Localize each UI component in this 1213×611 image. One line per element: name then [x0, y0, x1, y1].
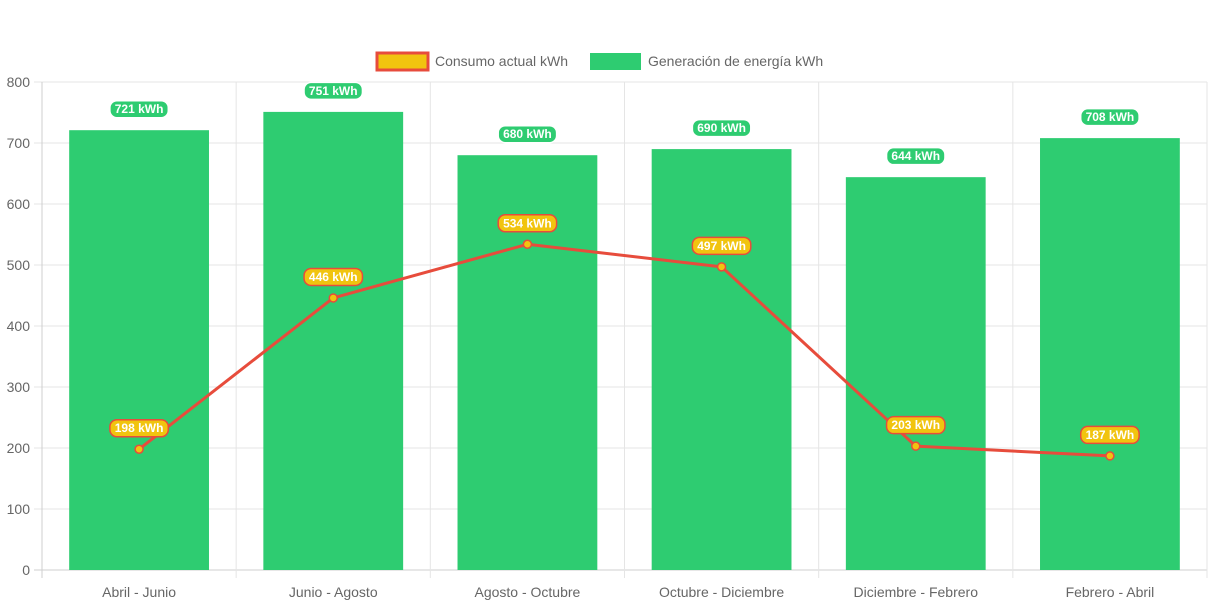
line-data-label: 497 kWh	[691, 236, 752, 256]
x-tick-label: Febrero - Abril	[1066, 584, 1155, 600]
x-tick-label: Octubre - Diciembre	[659, 584, 784, 600]
line-data-label-box	[885, 415, 946, 435]
consumo-point	[911, 441, 921, 451]
bar-data-label: 644 kWh	[885, 146, 946, 166]
consumo-point	[328, 293, 338, 303]
x-axis: Abril - Junio Junio - Agosto Agosto - Octu…	[102, 584, 1154, 600]
bar-data-label-box	[691, 118, 752, 138]
line-data-label-text: 203 kWh	[891, 418, 940, 432]
bar-data-label: 751 kWh	[303, 81, 364, 101]
bar-data-label: 680 kWh	[497, 124, 558, 144]
bar-data-label-text: 708 kWh	[1086, 110, 1135, 124]
bar-data-label-box	[497, 124, 558, 144]
line-data-label-text: 198 kWh	[115, 421, 164, 435]
y-axis: 0 100 200 300 400 500 600 700 800	[7, 74, 31, 578]
consumo-point	[134, 444, 144, 454]
bar	[1040, 138, 1180, 570]
bar	[845, 177, 986, 570]
y-tick-label: 400	[7, 318, 31, 334]
bar-data-label-text: 721 kWh	[115, 102, 164, 116]
bar	[651, 149, 792, 570]
legend: Consumo actual kWh Generación de energía…	[375, 51, 823, 72]
y-tick-label: 500	[7, 257, 31, 273]
bar-data-label-text: 644 kWh	[891, 149, 940, 163]
consumo-point	[716, 262, 727, 272]
line-data-label: 187 kWh	[1079, 425, 1140, 445]
data-labels: 721 kWh 751 kWh 680 kWh 690 kWh 644 kWh 708 k…	[109, 81, 1140, 445]
y-tick-label: 700	[7, 135, 31, 151]
bar	[263, 111, 404, 570]
line-data-label-text: 187 kWh	[1086, 428, 1135, 442]
line-data-label-box	[497, 214, 558, 233]
line-data-label-box	[1079, 425, 1140, 445]
consumo-point	[522, 239, 533, 250]
legend-item-generacion[interactable]: Generación de energía kWh	[590, 53, 823, 70]
bar-data-label-text: 751 kWh	[309, 84, 358, 98]
y-tick-label: 300	[7, 379, 31, 395]
consumo-point	[1105, 451, 1115, 461]
line-data-label: 198 kWh	[109, 418, 170, 438]
bar-series	[69, 111, 1180, 570]
grid	[34, 81, 1208, 578]
x-tick-label: Junio - Agosto	[289, 584, 378, 600]
bar-data-label-box	[885, 146, 946, 166]
legend-swatch-generacion	[590, 53, 641, 70]
x-tick-label: Agosto - Octubre	[475, 584, 581, 600]
line-data-label-text: 446 kWh	[309, 270, 358, 284]
bar-data-label: 721 kWh	[109, 99, 170, 119]
y-tick-label: 800	[7, 74, 31, 90]
line-data-label-box	[691, 236, 752, 256]
bar-data-label-text: 680 kWh	[503, 127, 552, 141]
consumo-line	[138, 242, 1110, 458]
bar	[69, 130, 209, 570]
line-series	[134, 239, 1115, 461]
y-tick-label: 200	[7, 440, 31, 456]
y-tick-label: 600	[7, 196, 31, 212]
x-tick-label: Diciembre - Febrero	[854, 584, 979, 600]
bar-data-label-text: 690 kWh	[697, 121, 746, 135]
bar-data-label-box	[109, 99, 170, 119]
line-data-label-text: 497 kWh	[697, 239, 746, 253]
line-data-label-text: 534 kWh	[503, 216, 552, 230]
legend-item-consumo[interactable]: Consumo actual kWh	[375, 51, 568, 72]
x-tick-label: Abril - Junio	[102, 584, 176, 600]
bar-data-label-box	[1079, 107, 1140, 127]
line-data-label: 203 kWh	[885, 415, 946, 435]
line-data-label-box	[109, 418, 170, 438]
bar-data-label: 690 kWh	[691, 118, 752, 138]
bar-data-label-box	[303, 81, 364, 101]
line-data-label: 534 kWh	[497, 214, 558, 233]
bar-data-label: 708 kWh	[1079, 107, 1140, 127]
y-tick-label: 100	[7, 501, 31, 517]
legend-label-consumo: Consumo actual kWh	[435, 53, 568, 69]
legend-label-generacion: Generación de energía kWh	[648, 53, 823, 69]
y-tick-label: 0	[22, 562, 30, 578]
legend-swatch-consumo	[375, 51, 430, 72]
line-data-label: 446 kWh	[303, 267, 364, 287]
line-data-label-box	[303, 267, 364, 287]
